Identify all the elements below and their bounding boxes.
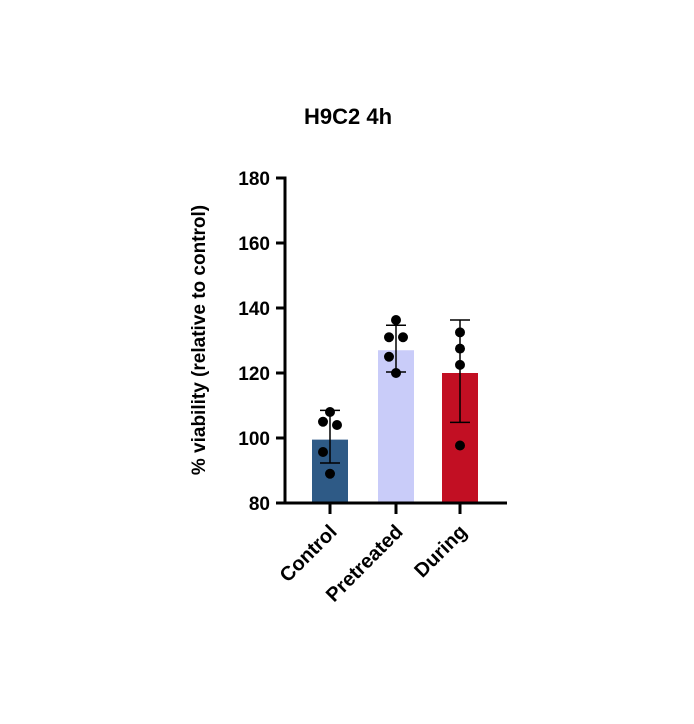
x-tick-label-during: During bbox=[410, 521, 471, 582]
data-point-control bbox=[325, 407, 335, 417]
data-point-control bbox=[318, 446, 328, 457]
data-point-pretreated bbox=[384, 351, 394, 362]
data-point-control bbox=[325, 468, 335, 479]
data-point-during bbox=[455, 343, 465, 354]
axes-group bbox=[283, 176, 507, 514]
y-tick-label-140: 140 bbox=[238, 299, 270, 320]
y-tick-label-100: 100 bbox=[238, 429, 270, 450]
data-point-during bbox=[455, 440, 465, 451]
y-ticks-group: 80 100 120 140 160 180 bbox=[238, 169, 285, 515]
chart-title: H9C2 4h bbox=[304, 104, 392, 129]
data-points-group bbox=[318, 315, 465, 479]
data-point-pretreated bbox=[398, 332, 408, 343]
x-tick-label-control: Control bbox=[276, 521, 342, 587]
data-point-control bbox=[332, 420, 342, 430]
y-axis-title: % viability (relative to control) bbox=[189, 205, 210, 475]
y-tick-label-80: 80 bbox=[249, 494, 270, 515]
y-tick-label-180: 180 bbox=[238, 169, 270, 190]
error-bars-group bbox=[320, 319, 470, 464]
data-point-pretreated bbox=[391, 315, 401, 326]
y-tick-label-160: 160 bbox=[238, 234, 270, 255]
data-point-during bbox=[455, 327, 465, 338]
y-tick-label-120: 120 bbox=[238, 364, 270, 385]
data-point-pretreated bbox=[384, 332, 394, 343]
data-point-control bbox=[318, 416, 328, 427]
data-point-during bbox=[455, 359, 465, 370]
data-point-pretreated bbox=[391, 368, 401, 378]
